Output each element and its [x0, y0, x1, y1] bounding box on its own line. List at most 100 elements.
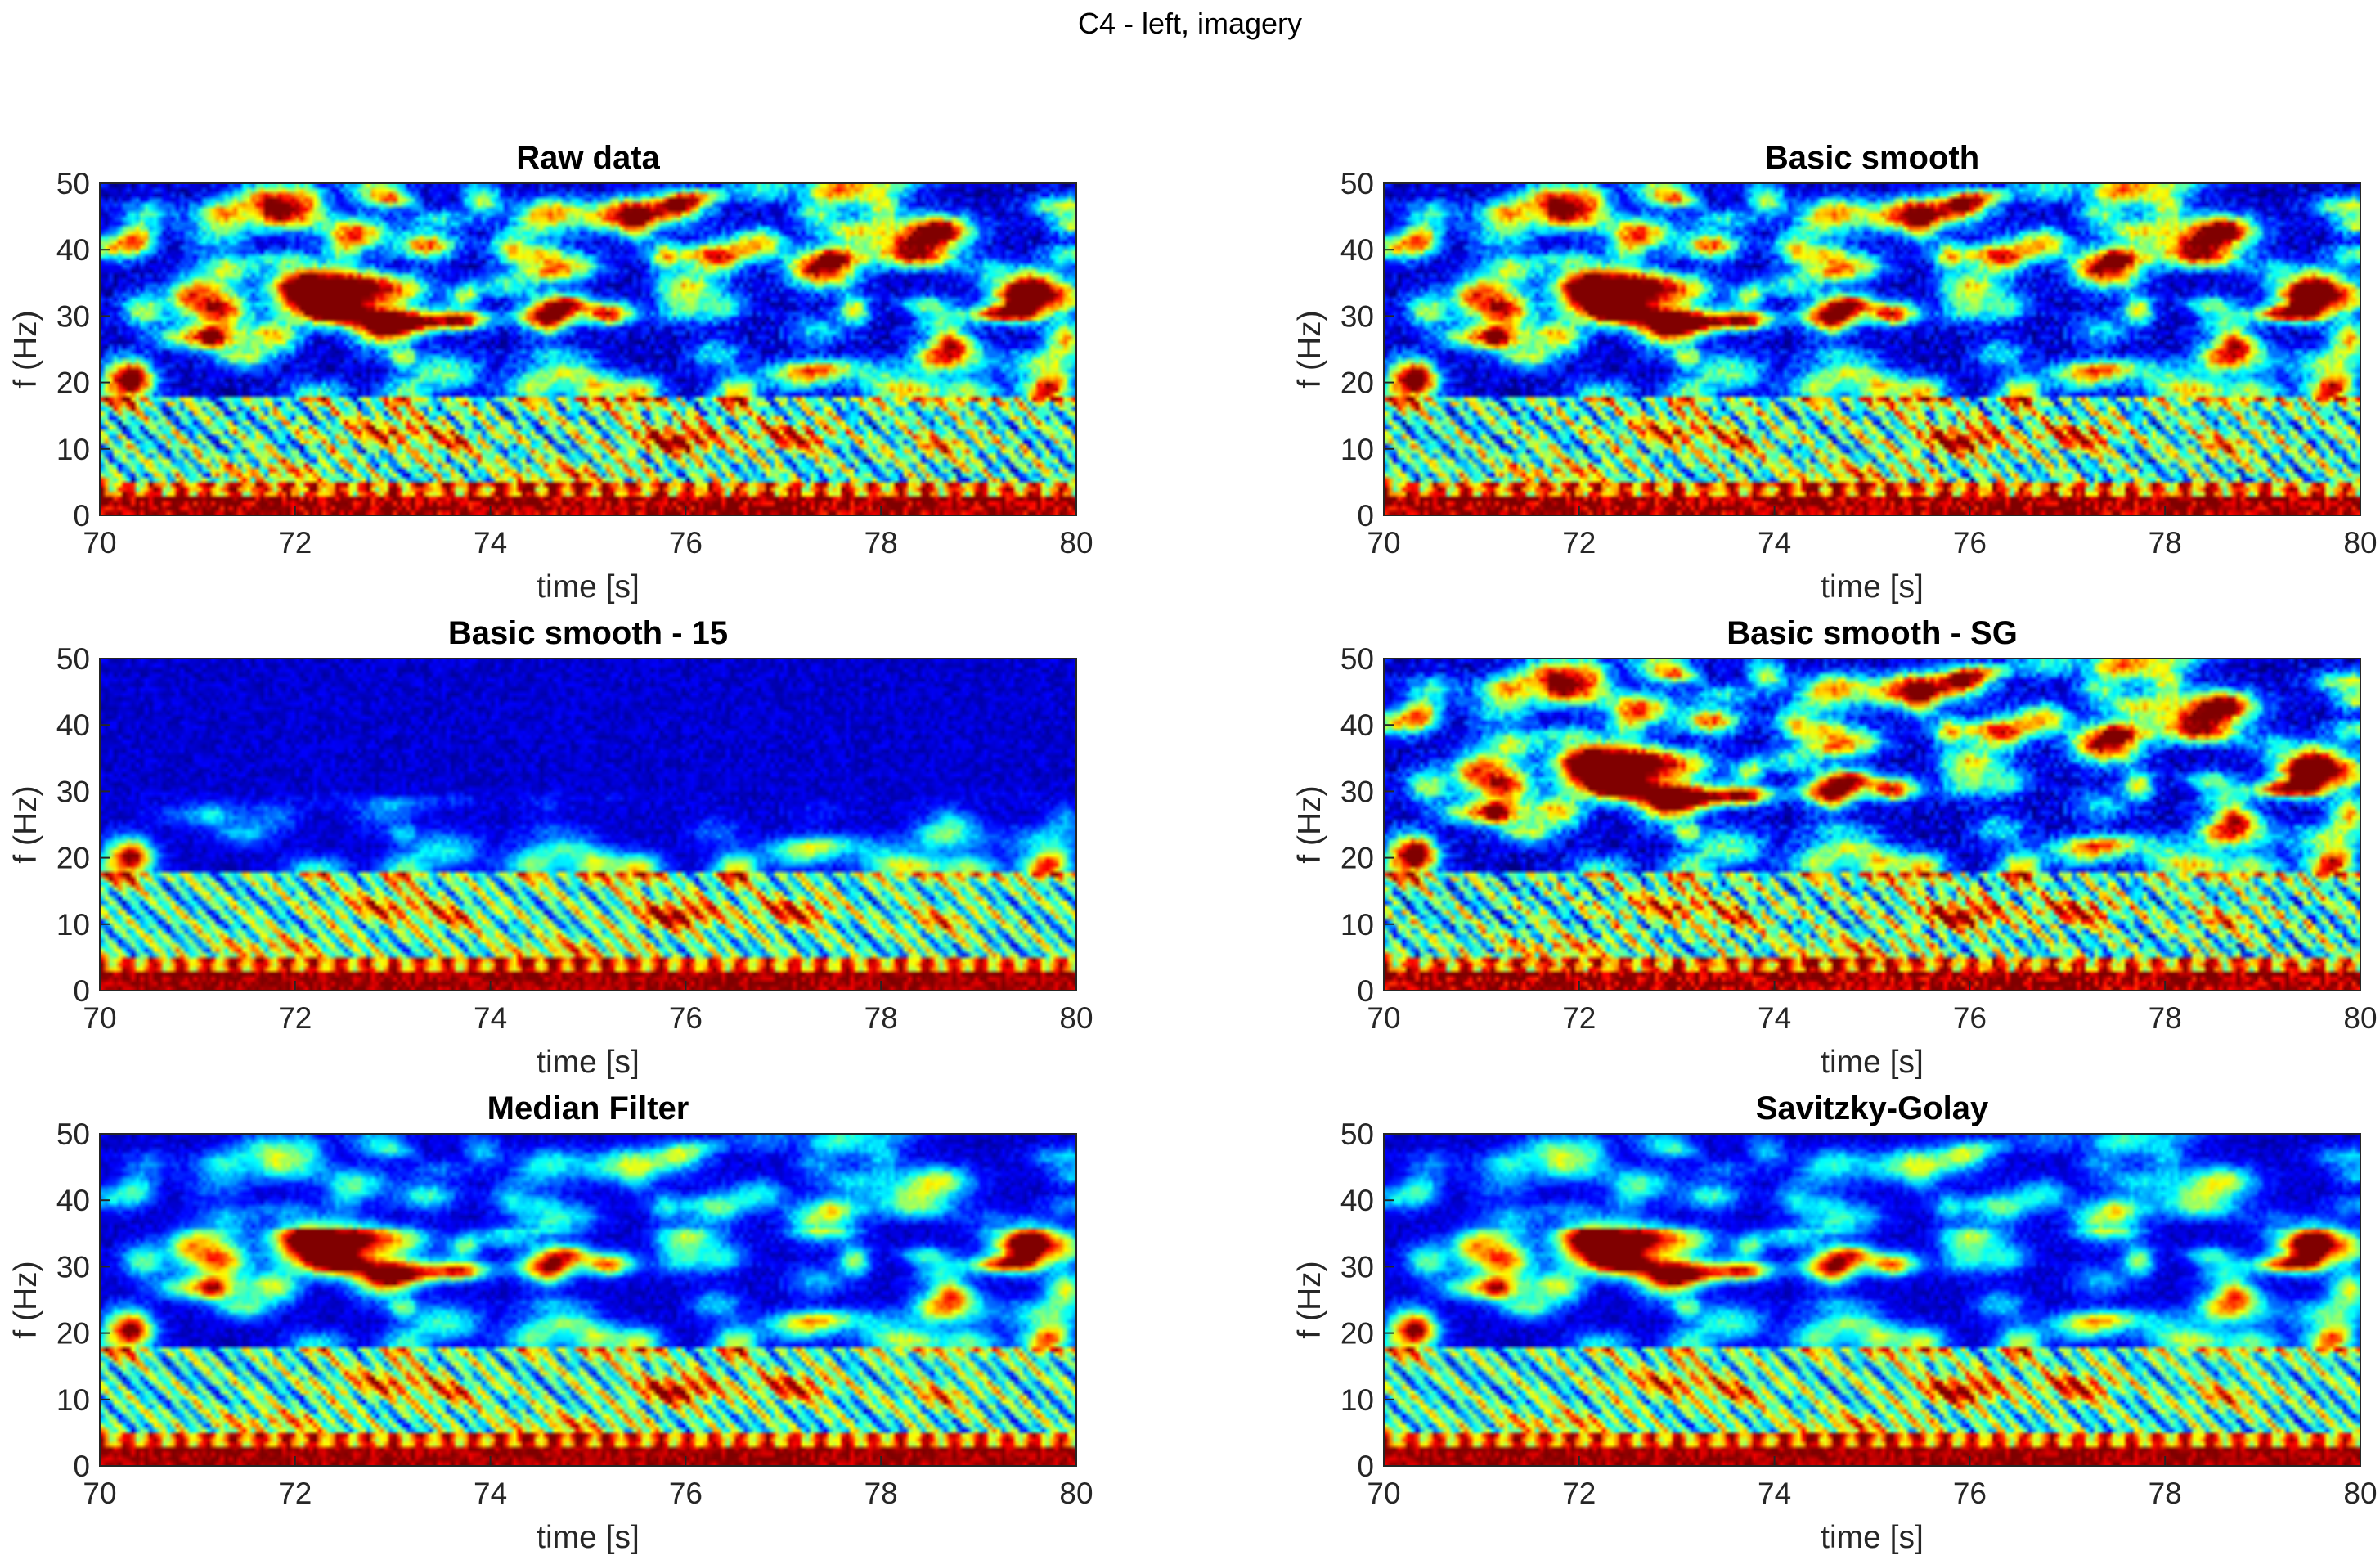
x-tick-label: 78: [2149, 1477, 2182, 1510]
x-tick-label: 80: [2343, 1477, 2377, 1510]
y-tick-label: 40: [56, 233, 90, 267]
spectrogram-heatmap: [100, 659, 1076, 991]
x-tick-label: 70: [83, 1477, 116, 1510]
x-tick-label: 72: [278, 526, 312, 560]
y-tick-label: 10: [1340, 908, 1374, 942]
x-axis-label: time [s]: [537, 569, 640, 605]
subplot-savitzky-golay: Savitzky-Golay 70 72 74 76 78 80 0 10 20 30 40 50 tim…: [1284, 1081, 2378, 1555]
y-tick-label: 20: [56, 1317, 90, 1351]
y-tick-label: 10: [56, 433, 90, 466]
y-tick-label: 10: [56, 908, 90, 942]
y-tick-label: 20: [56, 366, 90, 400]
x-axis-label: time [s]: [1821, 1045, 1924, 1080]
x-tick-label: 72: [1562, 526, 1596, 560]
x-axis-label: time [s]: [537, 1520, 640, 1555]
y-tick-label: 0: [73, 974, 90, 1008]
y-tick-label: 40: [56, 708, 90, 742]
subplot-basic-smooth-15: Basic smooth - 15 70 72 74 76 78 80 0 10 20 30 40 50…: [0, 606, 1093, 1080]
y-tick-label: 0: [1357, 974, 1374, 1008]
y-tick-label: 40: [1340, 233, 1374, 267]
y-axis-label: f (Hz): [1292, 310, 1327, 388]
axes-box: [1383, 658, 2361, 991]
y-axis-label: f (Hz): [8, 785, 43, 863]
x-axis-label: time [s]: [1821, 569, 1924, 605]
y-tick-label: 30: [1340, 299, 1374, 333]
x-tick-label: 76: [669, 1001, 703, 1035]
x-tick-label: 72: [1562, 1001, 1596, 1035]
subplot-title: Savitzky-Golay: [1756, 1090, 1989, 1126]
subplot-title: Basic smooth - SG: [1727, 615, 2018, 651]
subplot-median-filter: Median Filter 70 72 74 76 78 80 0 10 20 30 40 50 time…: [0, 1081, 1093, 1555]
y-tick-label: 20: [1340, 366, 1374, 400]
x-tick-label: 78: [864, 1001, 898, 1035]
y-tick-label: 40: [56, 1184, 90, 1217]
x-tick-label: 80: [1059, 1001, 1093, 1035]
y-tick-label: 20: [56, 842, 90, 875]
y-tick-label: 30: [1340, 1250, 1374, 1284]
x-tick-label: 80: [2343, 526, 2377, 560]
spectrogram-heatmap: [1384, 659, 2360, 991]
y-tick-label: 50: [1340, 642, 1374, 676]
y-tick-label: 10: [56, 1383, 90, 1417]
x-tick-label: 74: [474, 526, 507, 560]
y-tick-label: 30: [56, 775, 90, 808]
x-tick-label: 76: [669, 526, 703, 560]
x-tick-label: 72: [278, 1001, 312, 1035]
y-axis-label: f (Hz): [8, 1261, 43, 1338]
x-tick-label: 76: [669, 1477, 703, 1510]
subplot-title: Raw data: [516, 140, 660, 176]
x-tick-label: 72: [278, 1477, 312, 1510]
y-tick-label: 0: [73, 1450, 90, 1483]
chart-svg: Basic smooth - SG 70 72 74 76 78 80 0 10 20 30 40 50…: [1292, 615, 2378, 1080]
x-tick-label: 72: [1562, 1477, 1596, 1510]
y-axis-label: f (Hz): [1292, 1261, 1327, 1338]
y-tick-label: 50: [56, 1117, 90, 1151]
x-axis-label: time [s]: [537, 1045, 640, 1080]
y-tick-label: 30: [56, 1250, 90, 1284]
x-tick-label: 74: [1758, 1477, 1791, 1510]
x-tick-label: 78: [2149, 526, 2182, 560]
y-tick-label: 40: [1340, 708, 1374, 742]
x-tick-label: 70: [83, 526, 116, 560]
subplot-basic-smooth-sg: Basic smooth - SG 70 72 74 76 78 80 0 10 20 30 40 50…: [1284, 606, 2378, 1080]
x-tick-label: 70: [83, 1001, 116, 1035]
x-tick-label: 76: [1953, 1001, 1987, 1035]
axes-box: [99, 658, 1077, 991]
subplot-basic-smooth: Basic smooth 70 72 74 76 78 80 0 10 20 30 40 50 time …: [1284, 131, 2378, 605]
axes-box: [1383, 182, 2361, 516]
axes-box: [99, 1133, 1077, 1467]
chart-svg: Raw data 70 72 74 76 78 80 0 10 20 30 40 50 time [s] f…: [8, 140, 1093, 605]
y-tick-label: 50: [56, 642, 90, 676]
y-tick-label: 30: [1340, 775, 1374, 808]
chart-svg: Median Filter 70 72 74 76 78 80 0 10 20 30 40 50 time…: [8, 1090, 1093, 1555]
x-tick-label: 70: [1367, 1001, 1400, 1035]
y-tick-label: 50: [1340, 1117, 1374, 1151]
y-tick-label: 10: [1340, 1383, 1374, 1417]
y-tick-label: 40: [1340, 1184, 1374, 1217]
x-tick-label: 74: [474, 1001, 507, 1035]
y-tick-label: 50: [1340, 167, 1374, 200]
x-tick-label: 78: [2149, 1001, 2182, 1035]
chart-svg: Basic smooth 70 72 74 76 78 80 0 10 20 30 40 50 time …: [1292, 140, 2378, 605]
y-tick-label: 10: [1340, 433, 1374, 466]
spectrogram-heatmap: [100, 183, 1076, 515]
subplot-title: Basic smooth - 15: [448, 615, 728, 651]
y-tick-label: 50: [56, 167, 90, 200]
y-tick-label: 20: [1340, 1317, 1374, 1351]
x-tick-label: 70: [1367, 1477, 1400, 1510]
spectrogram-heatmap: [1384, 1134, 2360, 1466]
y-axis-label: f (Hz): [8, 310, 43, 388]
spectrogram-heatmap: [1384, 183, 2360, 515]
x-tick-label: 78: [864, 526, 898, 560]
spectrogram-heatmap: [100, 1134, 1076, 1466]
x-tick-label: 78: [864, 1477, 898, 1510]
x-tick-label: 80: [2343, 1001, 2377, 1035]
x-tick-label: 80: [1059, 1477, 1093, 1510]
axes-box: [1383, 1133, 2361, 1467]
x-tick-label: 74: [1758, 1001, 1791, 1035]
y-tick-label: 0: [1357, 1450, 1374, 1483]
x-tick-label: 70: [1367, 526, 1400, 560]
x-tick-label: 74: [1758, 526, 1791, 560]
subplot-raw-data: Raw data 70 72 74 76 78 80 0 10 20 30 40 50 time [s] f…: [0, 131, 1093, 605]
y-tick-label: 30: [56, 299, 90, 333]
